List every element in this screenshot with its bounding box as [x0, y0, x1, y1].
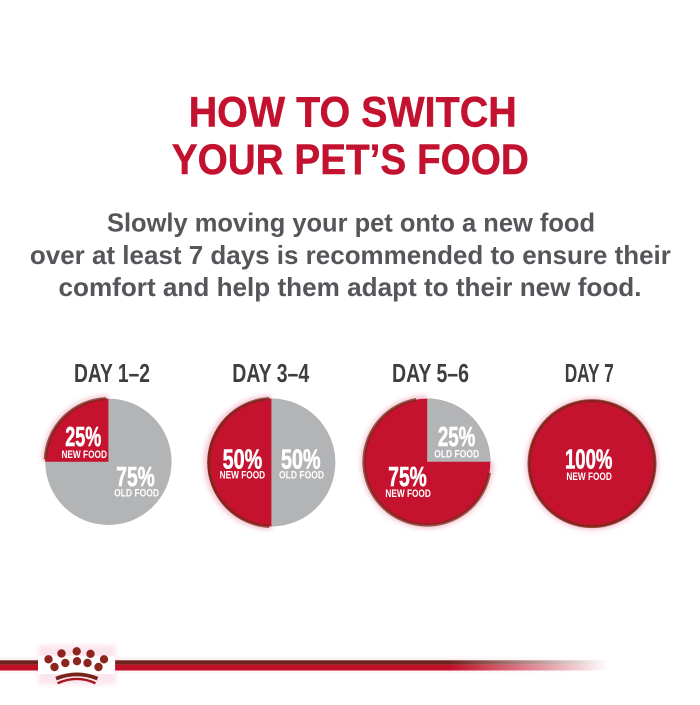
svg-text:DAY 3–4: DAY 3–4 — [232, 360, 309, 388]
svg-text:75%: 75% — [388, 460, 427, 492]
svg-text:DAY 1–2: DAY 1–2 — [74, 360, 150, 388]
svg-text:DAY 5–6: DAY 5–6 — [392, 360, 469, 388]
svg-text:50%: 50% — [223, 443, 263, 475]
svg-text:100%: 100% — [565, 443, 613, 475]
svg-text:OLD FOOD: OLD FOOD — [279, 470, 324, 482]
svg-text:25%: 25% — [438, 420, 476, 452]
svg-text:comfort and help them adapt to: comfort and help them adapt to their new… — [59, 274, 642, 302]
svg-text:DAY 7: DAY 7 — [565, 360, 614, 388]
svg-text:NEW FOOD: NEW FOOD — [385, 488, 431, 500]
svg-text:OLD FOOD: OLD FOOD — [114, 488, 159, 500]
svg-text:50%: 50% — [281, 443, 321, 475]
svg-text:75%: 75% — [116, 460, 155, 492]
svg-text:over at least 7 days is recomm: over at least 7 days is recommended to e… — [30, 242, 671, 270]
svg-text:HOW TO SWITCH: HOW TO SWITCH — [189, 89, 517, 137]
svg-text:OLD FOOD: OLD FOOD — [434, 449, 479, 461]
svg-text:YOUR PET’S FOOD: YOUR PET’S FOOD — [172, 136, 529, 184]
svg-text:25%: 25% — [65, 420, 101, 452]
svg-text:NEW FOOD: NEW FOOD — [61, 449, 107, 461]
svg-text:NEW FOOD: NEW FOOD — [566, 471, 612, 483]
svg-text:NEW FOOD: NEW FOOD — [220, 470, 266, 482]
svg-text:Slowly moving your pet onto a: Slowly moving your pet onto a new food — [107, 210, 595, 238]
